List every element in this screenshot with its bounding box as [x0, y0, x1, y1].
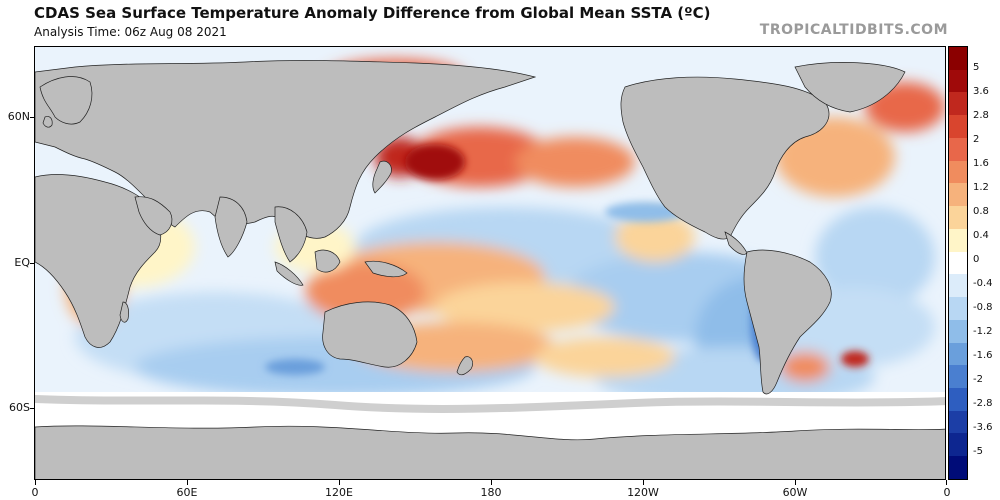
lon-tick: [187, 480, 188, 485]
sea-ice: [35, 395, 945, 413]
lon-label-60w: 60W: [782, 486, 808, 499]
analysis-time: Analysis Time: 06z Aug 08 2021: [34, 25, 227, 39]
north-america: [620, 76, 830, 240]
landmasses: [35, 60, 945, 479]
map-title: CDAS Sea Surface Temperature Anomaly Dif…: [34, 4, 711, 22]
borneo: [314, 249, 341, 273]
colorbar-label: 1.2: [973, 182, 989, 193]
colorbar-segment: [949, 297, 967, 320]
colorbar-label: 3.6: [973, 86, 989, 97]
colorbar-label: 1.6: [973, 158, 989, 169]
indochina: [274, 206, 308, 263]
madagascar: [119, 301, 129, 323]
arabia: [134, 196, 173, 236]
new-guinea: [364, 260, 408, 278]
colorbar-segment: [949, 137, 967, 161]
colorbar-label: 0.4: [973, 230, 989, 241]
colorbar-segment: [949, 160, 967, 184]
lon-label-60e: 60E: [176, 486, 198, 499]
colorbar-segment: [949, 456, 967, 479]
lon-label-0-east: 0: [943, 486, 951, 499]
colorbar-label: -5: [973, 446, 983, 457]
scandinavia: [39, 76, 93, 125]
sst-anomaly-map: [34, 46, 946, 480]
japan: [372, 160, 392, 194]
colorbar-segment: [949, 365, 967, 389]
colorbar-segment: [949, 388, 967, 411]
colorbar-label: 2.8: [973, 110, 989, 121]
colorbar-label: 0: [973, 254, 980, 265]
lon-label-180: 180: [480, 486, 502, 499]
map-canvas: [35, 47, 945, 479]
colorbar-label: -1.2: [973, 326, 993, 337]
colorbar-label: -2: [973, 374, 983, 385]
lat-label-60s: 60S: [9, 401, 30, 414]
colorbar-segment: [949, 92, 967, 116]
colorbar-label: -0.8: [973, 302, 993, 313]
colorbar-segment: [949, 183, 967, 207]
colorbar-label: 5: [973, 62, 980, 73]
colorbar-label: 0.8: [973, 206, 989, 217]
lon-tick: [946, 480, 947, 485]
colorbar-label: -3.6: [973, 422, 993, 433]
lon-label-120w: 120W: [627, 486, 659, 499]
colorbar-segment: [949, 115, 967, 138]
lat-tick: [30, 263, 34, 264]
greenland: [794, 62, 906, 113]
lon-tick: [491, 480, 492, 485]
antarctica: [35, 425, 945, 479]
lon-tick: [795, 480, 796, 485]
colorbar-label: -2.8: [973, 398, 993, 409]
lon-label-120e: 120E: [325, 486, 353, 499]
colorbar-label: 2: [973, 134, 980, 145]
new-zealand: [456, 356, 473, 376]
lat-tick: [30, 117, 34, 118]
lon-tick: [35, 480, 36, 485]
colorbar-segment: [949, 206, 967, 229]
colorbar-segment: [949, 410, 967, 434]
colorbar-segment: [949, 251, 967, 275]
colorbar-segment: [949, 69, 967, 93]
colorbar: [948, 46, 968, 480]
colorbar-segment: [949, 433, 967, 457]
lon-label-0: 0: [31, 486, 39, 499]
south-america: [743, 249, 832, 395]
colorbar-label: -1.6: [973, 350, 993, 361]
colorbar-segment: [949, 228, 967, 252]
lon-tick: [643, 480, 644, 485]
lon-tick: [339, 480, 340, 485]
colorbar-segment: [949, 342, 967, 366]
eurasia: [35, 60, 537, 239]
lat-label-eq: EQ: [14, 256, 30, 269]
colorbar-segment: [949, 47, 967, 70]
uk: [42, 116, 53, 128]
colorbar-segment: [949, 319, 967, 343]
colorbar-label: -0.4: [973, 278, 993, 289]
lat-label-60n: 60N: [7, 110, 30, 123]
colorbar-segment: [949, 274, 967, 298]
lat-tick: [30, 408, 34, 409]
brand-watermark: TROPICALTIDBITS.COM: [759, 22, 948, 38]
australia: [322, 301, 418, 368]
africa: [35, 174, 162, 348]
sumatra: [274, 261, 304, 286]
india: [214, 196, 248, 258]
